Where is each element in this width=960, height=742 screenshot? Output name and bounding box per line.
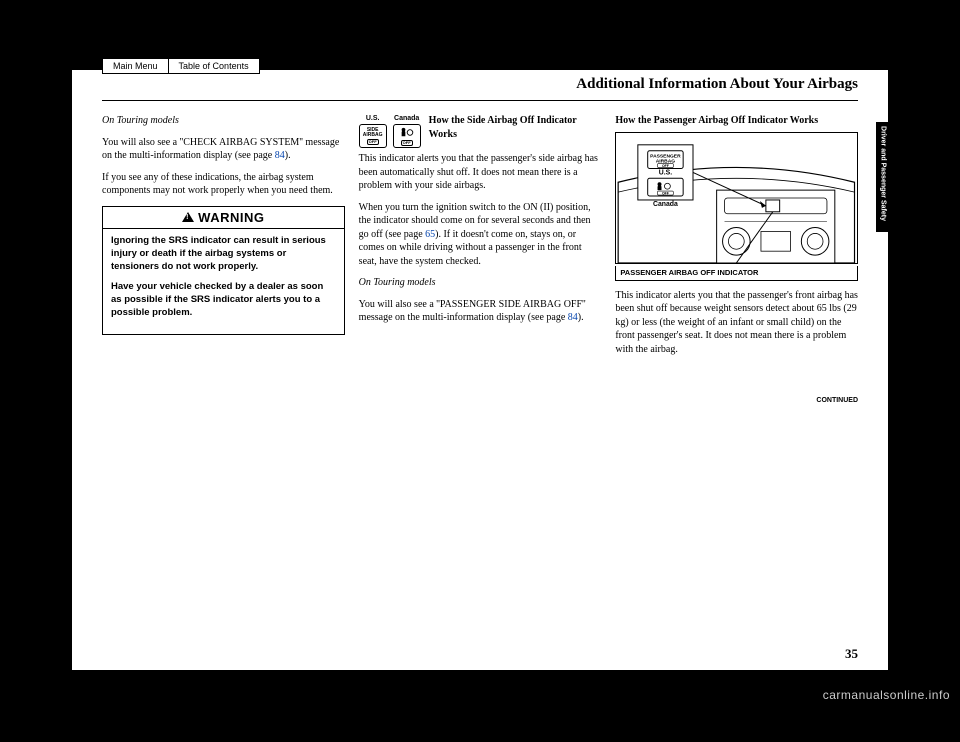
col2-p1: This indicator alerts you that the passe… [359,152,602,193]
column-1: On Touring models You will also see a ''… [102,114,345,640]
section-tab: Driver and Passenger Safety [876,122,890,232]
figure-caption: PASSENGER AIRBAG OFF INDICATOR [615,266,858,281]
warning-body: Ignoring the SRS indicator can result in… [103,229,344,334]
person-icon [397,126,416,139]
dashboard-figure: PASSENGER AIRBAG OFF U.S. OFF Canada [615,132,858,264]
manual-page: Main Menu Table of Contents Additional I… [72,70,888,670]
toc-button[interactable]: Table of Contents [168,58,260,74]
warning-box: WARNING Ignoring the SRS indicator can r… [102,206,345,335]
continued-label: CONTINUED [615,396,858,405]
warning-p1: Ignoring the SRS indicator can result in… [111,235,336,273]
side-airbag-off-icon-ca: OFF [393,124,421,148]
nav-bar: Main Menu Table of Contents [102,58,260,74]
watermark: carmanualsonline.info [823,688,950,702]
warning-triangle-icon [182,212,194,222]
warning-title: WARNING [198,209,264,227]
svg-text:OFF: OFF [662,163,669,167]
icon-label-us: U.S. [359,114,387,123]
col3-p1: This indicator alerts you that the passe… [615,289,858,357]
header-rule [102,100,858,101]
column-3: How the Passenger Airbag Off Indicator W… [615,114,858,640]
page-number: 35 [845,646,858,662]
content-columns: On Touring models You will also see a ''… [102,114,858,640]
page-link-84b[interactable]: 84 [568,312,578,323]
model-note: On Touring models [102,114,345,128]
section-tab-label: Driver and Passenger Safety [880,119,887,229]
col1-p2: If you see any of these indications, the… [102,171,345,198]
model-note-2: On Touring models [359,276,602,290]
col2-p3: You will also see a ''PASSENGER SIDE AIR… [359,298,602,325]
page-title: Additional Information About Your Airbag… [576,76,858,93]
col3-subhead: How the Passenger Airbag Off Indicator W… [615,114,858,128]
col2-p2: When you turn the ignition switch to the… [359,201,602,269]
warning-header: WARNING [103,207,344,230]
warning-p2: Have your vehicle checked by a dealer as… [111,281,336,319]
icon-label-ca: Canada [393,114,421,123]
column-2: U.S. SIDE AIRBAG OFF Canada [359,114,602,640]
fig-ca-label: Canada [653,200,678,207]
indicator-icons: U.S. SIDE AIRBAG OFF Canada [359,114,421,148]
main-menu-button[interactable]: Main Menu [102,58,168,74]
page-link-65[interactable]: 65 [425,229,435,240]
col1-p1: You will also see a ''CHECK AIRBAG SYSTE… [102,136,345,163]
page-link-84[interactable]: 84 [275,150,285,161]
svg-text:OFF: OFF [662,191,669,195]
fig-us-label: U.S. [659,169,672,176]
col2-subhead: How the Side Airbag Off Indicator Works [429,114,602,141]
side-airbag-off-icon-us: SIDE AIRBAG OFF [359,124,387,148]
